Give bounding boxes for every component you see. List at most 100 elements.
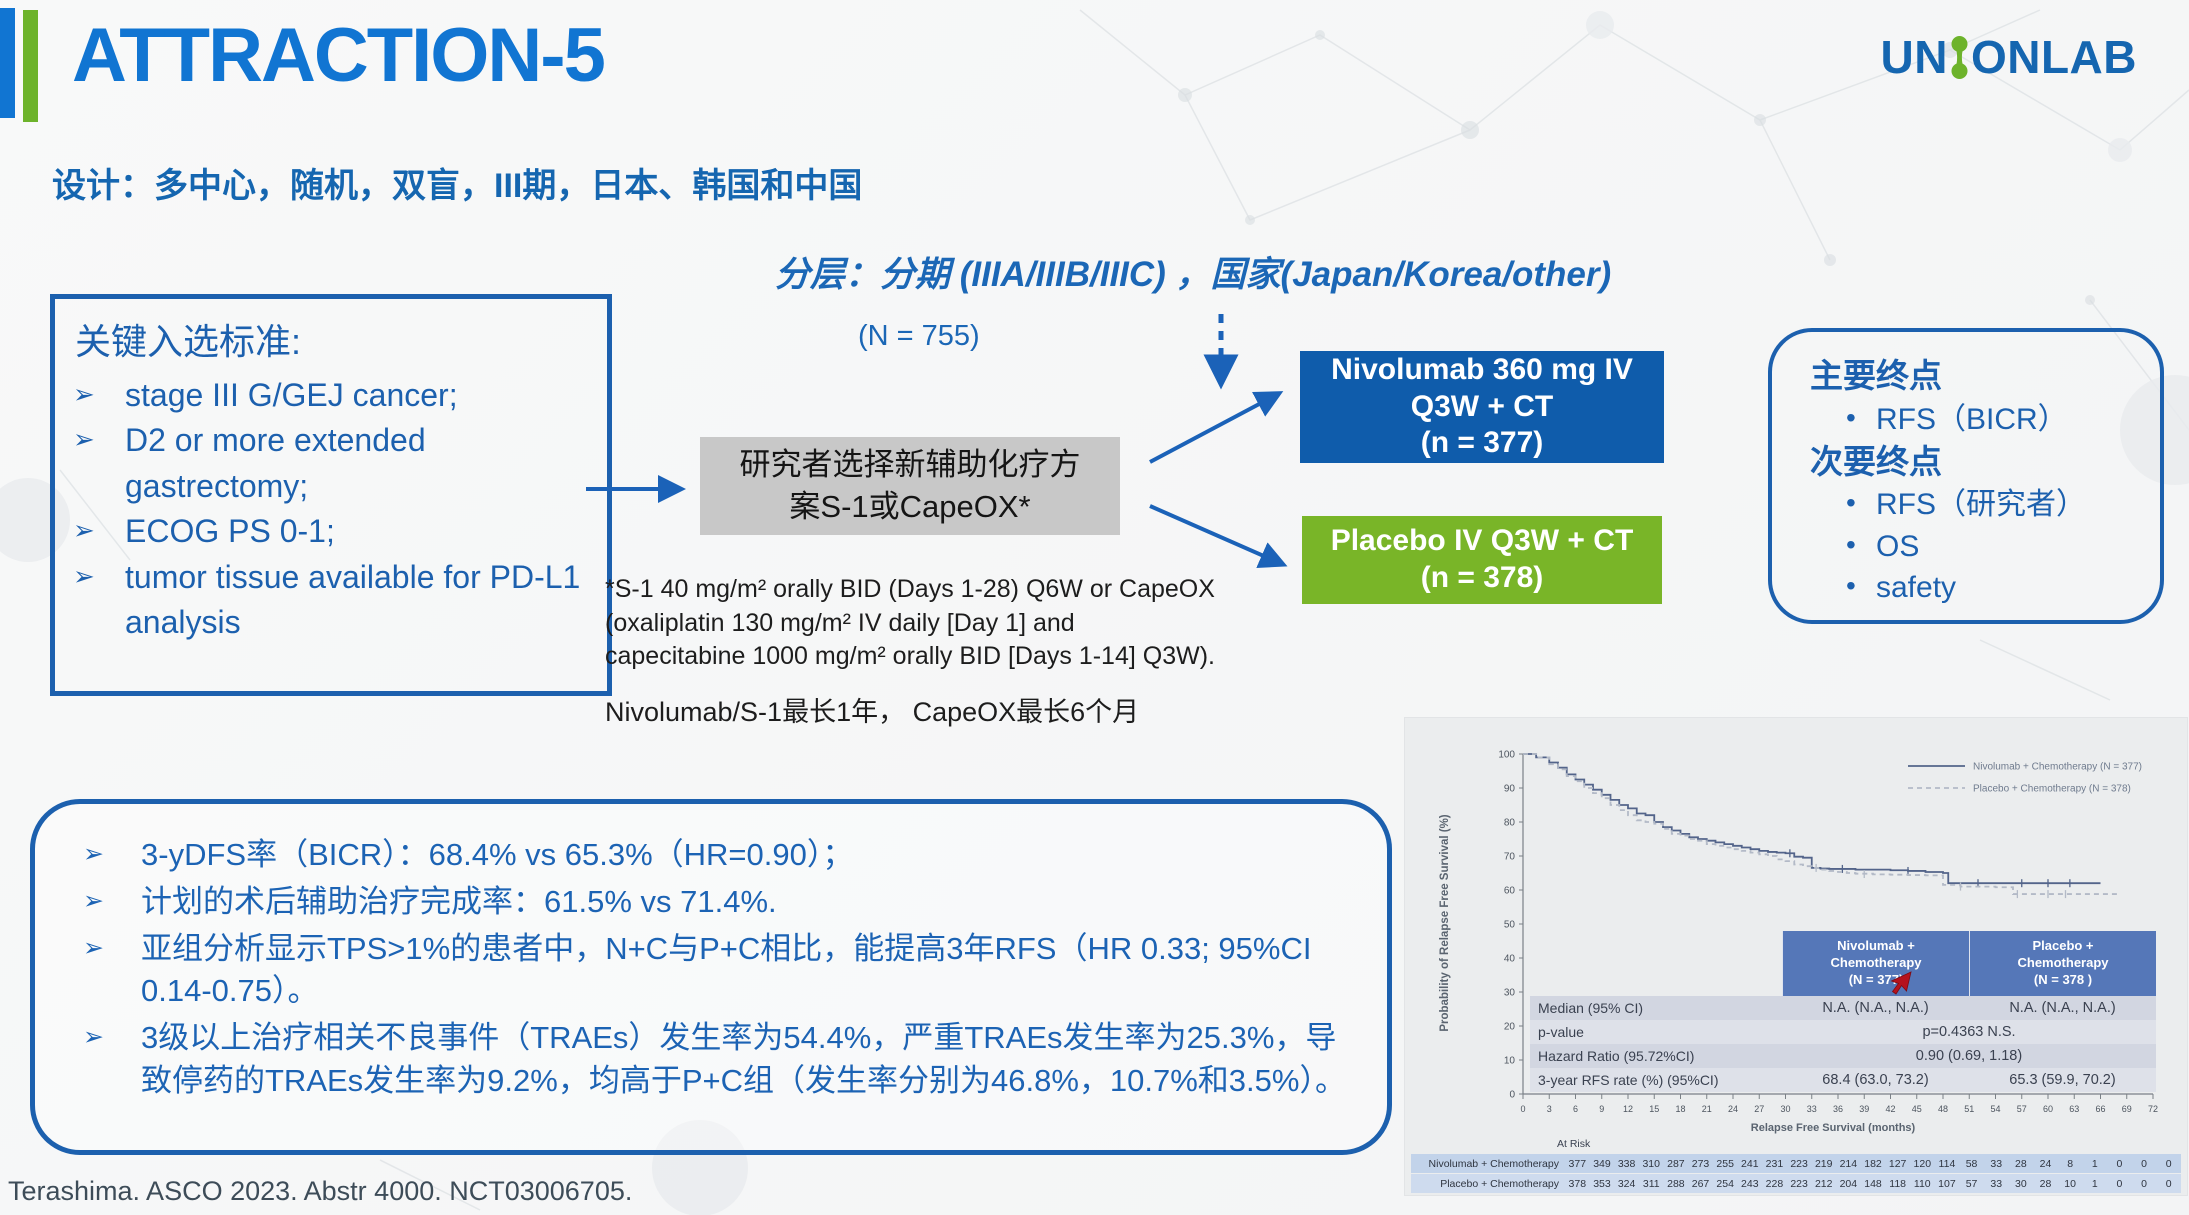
list-item-text: ECOG PS 0-1; (125, 513, 335, 550)
endpoint-item-text: OS (1876, 529, 1920, 563)
result-item: ➢ 计划的术后辅助治疗完成率：61.5% vs 71.4%. (83, 881, 1353, 924)
at-risk-values: 377 349 338 310 287 273 255 241 231 223 219 214 182 1… (1565, 1158, 2181, 1170)
km-stats-value: 65.3 (59.9, 70.2) (1969, 1067, 2156, 1092)
footnote-line: (oxaliplatin 130 mg/m² IV daily [Day 1] … (605, 608, 1075, 637)
at-risk-count: 287 (1667, 1157, 1685, 1170)
list-item-text: stage III G/GEJ cancer; (125, 377, 458, 413)
km-x-tick-label: 36 (1833, 1104, 1843, 1114)
list-item-text: tumor tissue available for PD-L1 analysi… (125, 558, 581, 641)
at-risk-count: 1 (2091, 1157, 2098, 1170)
arm-line: Placebo IV Q3W + CT (1330, 524, 1634, 558)
at-risk-count: 0 (2116, 1177, 2123, 1190)
km-x-tick-label: 51 (1964, 1104, 1974, 1114)
at-risk-count: 243 (1741, 1177, 1759, 1190)
km-curve-placebo (1523, 753, 2118, 895)
endpoint-item-text: safety (1876, 571, 1957, 605)
km-plot-panel: Probability of Relapse Free Survival (%)… (1405, 718, 2187, 1195)
list-item-text: D2 or more extended gastrectomy; (125, 422, 426, 504)
at-risk-count: 0 (2165, 1177, 2172, 1190)
km-legend-label: Nivolumab + Chemotherapy (N = 377) (1973, 762, 2142, 773)
list-item-text: 计划的术后辅助治疗完成率：61.5% vs 71.4%. (141, 883, 777, 919)
km-curve-nivolumab (1523, 753, 2101, 885)
at-risk-count: 288 (1667, 1177, 1685, 1190)
km-x-tick-label: 69 (2122, 1104, 2132, 1114)
at-risk-count: 267 (1691, 1177, 1710, 1190)
at-risk-count: 353 (1593, 1177, 1611, 1190)
criteria-item: ➢ stage III G/GEJ cancer; (73, 373, 591, 418)
km-x-tick-label: 45 (1912, 1104, 1922, 1114)
title-accent-bar-blue (0, 8, 15, 118)
at-risk-count: 214 (1839, 1157, 1858, 1170)
at-risk-count: 114 (1938, 1157, 1956, 1170)
logo-i-icon (1951, 35, 1968, 79)
km-x-tick-label: 66 (2095, 1104, 2105, 1114)
treatment-duration-note: Nivolumab/S-1最长1年， CapeOX最长6个月 (605, 697, 1140, 727)
result-item: ➢ 亚组分析显示TPS>1%的患者中，N+C与P+C相比，能提高3年RFS（HR … (83, 928, 1353, 1014)
endpoint-item: • safety (1846, 567, 2150, 608)
endpoint-item-text: RFS（BICR） (1876, 402, 2068, 436)
km-stats-value: 68.4 (63.0, 73.2) (1782, 1067, 1969, 1092)
km-y-tick-label: 20 (1504, 1022, 1516, 1033)
placebo-arm-box: Placebo IV Q3W + CT (n = 378) (1302, 516, 1662, 604)
km-y-tick-label: 100 (1498, 750, 1515, 761)
list-item-text: 亚组分析显示TPS>1%的患者中，N+C与P+C相比，能提高3年RFS（HR 0… (141, 930, 1312, 1009)
criteria-list: ➢ stage III G/GEJ cancer; ➢ D2 or more exte… (73, 373, 591, 646)
km-x-tick-label: 21 (1702, 1104, 1712, 1114)
km-x-tick-label: 18 (1675, 1104, 1685, 1114)
at-risk-count: 254 (1716, 1177, 1734, 1190)
result-item: ➢ 3-yDFS率（BICR）：68.4% vs 65.3%（HR=0.90）； (83, 834, 1353, 877)
km-x-tick-label: 27 (1754, 1104, 1764, 1114)
chemo-regimen-footnote: *S-1 40 mg/m² orally BID (Days 1-28) Q6W… (605, 573, 1215, 674)
at-risk-count: 28 (2039, 1177, 2052, 1190)
arrow-bullet-icon: ➢ (83, 840, 104, 868)
km-x-tick-label: 57 (2017, 1104, 2027, 1114)
km-x-tick-label: 24 (1728, 1104, 1738, 1114)
design-subtitle: 设计：多中心，随机，双盲，III期，日本、韩国和中国 (52, 167, 863, 205)
at-risk-count: 255 (1716, 1157, 1734, 1170)
at-risk-count: 377 (1568, 1157, 1587, 1170)
footnote-line: capecitabine 1000 mg/m² orally BID [Days… (605, 642, 1215, 670)
km-y-tick-label: 30 (1504, 988, 1516, 999)
km-stats-row-label: p-value (1530, 1019, 1782, 1044)
at-risk-count: 228 (1765, 1177, 1784, 1190)
at-risk-label: At Risk (1557, 1138, 1591, 1150)
at-risk-count: 231 (1765, 1157, 1784, 1170)
at-risk-count: 0 (2116, 1157, 2123, 1170)
at-risk-count: 110 (1913, 1177, 1931, 1190)
km-x-tick-label: 72 (2148, 1104, 2158, 1114)
at-risk-count: 310 (1642, 1157, 1660, 1170)
km-x-tick-label: 3 (1547, 1104, 1552, 1114)
at-risk-count: 107 (1938, 1177, 1956, 1190)
km-stats-span-value: p=0.4363 N.S. (1782, 1019, 2156, 1044)
at-risk-count: 118 (1889, 1177, 1907, 1190)
km-x-tick-label: 33 (1807, 1104, 1817, 1114)
logo-text-onlab: ONLAB (1970, 31, 2137, 83)
at-risk-count: 182 (1864, 1157, 1882, 1170)
at-risk-row: Placebo + Chemotherapy 378 353 324 311 288 267… (1411, 1174, 2181, 1193)
km-x-tick-label: 42 (1885, 1104, 1895, 1114)
title-accent-bar-green (23, 10, 38, 122)
endpoint-bullets: • RFS（研究者） • OS • safety (1846, 484, 2150, 608)
at-risk-count: 127 (1888, 1157, 1907, 1170)
chemo-selection-box: 研究者选择新辅助化疗方案S-1或CapeOX* (700, 437, 1120, 535)
list-item-text: 3-yDFS率（BICR）：68.4% vs 65.3%（HR=0.90）； (141, 837, 854, 872)
criteria-item: ➢ tumor tissue available for PD-L1 analys… (73, 555, 591, 646)
km-y-tick-label: 70 (1504, 852, 1516, 863)
at-risk-count: 33 (1990, 1177, 2003, 1190)
stratification-note: 分层：分期 (IIIA/IIIB/IIIC) ，国家(Japan/Korea/o… (775, 255, 1612, 294)
at-risk-count: 10 (2064, 1177, 2076, 1190)
at-risk-count: 324 (1617, 1177, 1636, 1190)
result-item: ➢ 3级以上治疗相关不良事件（TRAEs）发生率为54.4%，严重TRAEs发生率… (83, 1017, 1353, 1103)
at-risk-count: 58 (1965, 1157, 1978, 1170)
at-risk-count: 0 (2141, 1157, 2147, 1170)
total-enrollment: (N = 755) (858, 320, 980, 352)
km-stats-value: N.A. (N.A., N.A.) (1782, 995, 1969, 1020)
km-stats-row-label: Median (95% CI) (1530, 995, 1782, 1020)
results-list: ➢ 3-yDFS率（BICR）：68.4% vs 65.3%（HR=0.90）； ➢… (83, 834, 1353, 1103)
logo-text-un: UN (1880, 31, 1948, 83)
km-stats-value: N.A. (N.A., N.A.) (1969, 995, 2156, 1020)
endpoint-bullets: • RFS（BICR） (1846, 399, 2150, 440)
arm-line: Q3W + CT (1410, 389, 1554, 423)
criteria-title: 关键入选标准: (75, 321, 302, 362)
